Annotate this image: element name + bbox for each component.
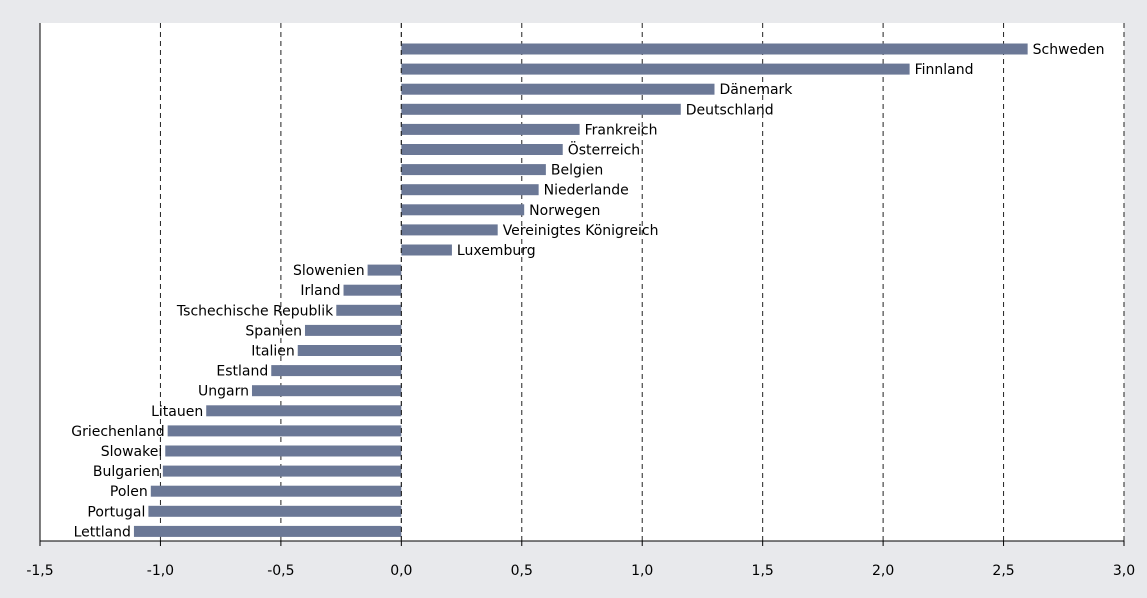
- plot-area: [40, 23, 1124, 541]
- bar-label: Finnland: [915, 62, 974, 78]
- x-tick-label: -1,5: [26, 563, 53, 579]
- bar-label: Vereinigtes Königreich: [503, 223, 659, 239]
- x-tick-label: 0,5: [511, 563, 533, 579]
- bar-label: Italien: [251, 344, 294, 360]
- bar: [304, 324, 402, 336]
- bar: [401, 204, 525, 216]
- bar: [271, 365, 402, 377]
- bar: [401, 103, 681, 115]
- bar-label: Spanien: [245, 323, 302, 339]
- bar-label: Irland: [300, 283, 340, 299]
- bar-label: Tschechische Republik: [176, 303, 334, 319]
- bar-label: Niederlande: [544, 183, 629, 199]
- bar-label: Slowenien: [293, 263, 365, 279]
- bar: [401, 244, 452, 256]
- bar-label: Belgien: [551, 163, 603, 179]
- bar: [251, 385, 402, 397]
- bar: [162, 465, 402, 477]
- bar: [401, 184, 539, 196]
- x-tick-label: 2,5: [992, 563, 1014, 579]
- bar: [167, 425, 402, 437]
- bar-label: Lettland: [74, 524, 131, 540]
- bar: [401, 83, 715, 95]
- bar-label: Griechenland: [71, 424, 164, 440]
- bar-label: Norwegen: [529, 203, 600, 219]
- x-tick-label: -1,0: [147, 563, 174, 579]
- bar: [401, 224, 498, 236]
- bar: [150, 485, 402, 497]
- bar: [401, 164, 546, 176]
- bar-label: Schweden: [1033, 42, 1105, 58]
- bar-label: Estland: [216, 364, 268, 380]
- bar-label: Portugal: [87, 504, 145, 520]
- bar: [336, 304, 402, 316]
- x-tick-label: 3,0: [1113, 563, 1135, 579]
- bar: [343, 284, 402, 296]
- x-tick-label: 2,0: [872, 563, 894, 579]
- bar-label: Frankreich: [585, 122, 658, 138]
- bar: [148, 505, 402, 517]
- x-tick-label: 1,0: [631, 563, 653, 579]
- bar: [165, 445, 402, 457]
- x-tick-label: -0,5: [267, 563, 294, 579]
- bar-label: Litauen: [151, 404, 203, 420]
- x-tick-label: 1,5: [752, 563, 774, 579]
- bar: [206, 405, 402, 417]
- bar-label: Bulgarien: [93, 464, 160, 480]
- bar: [367, 264, 402, 276]
- x-tick-label: 0,0: [390, 563, 412, 579]
- bar: [401, 63, 910, 75]
- bar: [401, 144, 563, 155]
- bar: [401, 123, 580, 135]
- bar: [133, 525, 402, 537]
- bar-label: Dänemark: [719, 82, 793, 98]
- bar: [401, 43, 1028, 55]
- bar-label: Deutschland: [686, 102, 774, 118]
- bar-label: Slowakei: [101, 444, 162, 460]
- bar-label: Polen: [110, 484, 148, 500]
- bar-label: Luxemburg: [457, 243, 536, 259]
- bar-label: Ungarn: [198, 384, 249, 400]
- bar-label: Österreich: [568, 141, 640, 159]
- bar: [297, 345, 402, 356]
